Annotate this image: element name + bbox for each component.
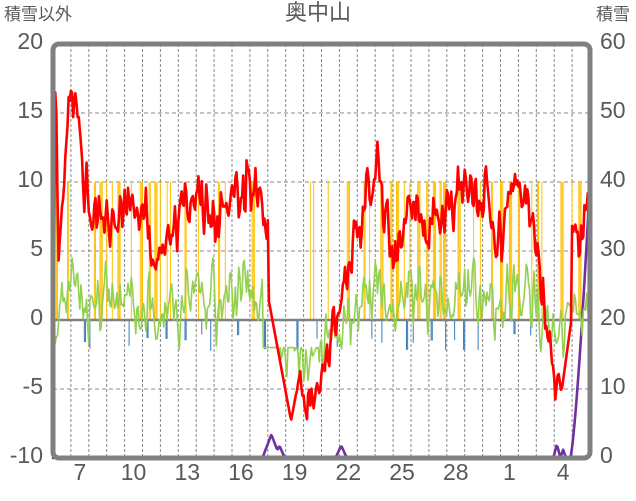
svg-text:19: 19 [282, 459, 308, 485]
svg-text:60: 60 [600, 28, 626, 54]
svg-text:0: 0 [30, 304, 43, 330]
svg-text:16: 16 [228, 459, 254, 485]
svg-text:13: 13 [174, 459, 200, 485]
svg-text:10: 10 [121, 459, 147, 485]
svg-text:20: 20 [600, 304, 626, 330]
svg-text:-5: -5 [23, 373, 43, 399]
svg-text:40: 40 [600, 166, 626, 192]
svg-text:28: 28 [443, 459, 469, 485]
svg-text:7: 7 [73, 459, 86, 485]
svg-text:22: 22 [336, 459, 362, 485]
svg-text:20: 20 [17, 28, 43, 54]
svg-text:4: 4 [557, 459, 570, 485]
svg-text:積雪以外: 積雪以外 [4, 0, 72, 25]
svg-text:30: 30 [600, 235, 626, 261]
svg-text:0: 0 [600, 442, 613, 468]
svg-text:-10: -10 [10, 442, 43, 468]
svg-text:5: 5 [30, 235, 43, 261]
svg-text:25: 25 [389, 459, 415, 485]
svg-text:積雪: 積雪 [596, 0, 630, 25]
svg-text:奥中山: 奥中山 [285, 0, 351, 27]
svg-text:50: 50 [600, 97, 626, 123]
svg-text:15: 15 [17, 97, 43, 123]
svg-text:1: 1 [503, 459, 516, 485]
svg-text:10: 10 [17, 166, 43, 192]
svg-text:10: 10 [600, 373, 626, 399]
